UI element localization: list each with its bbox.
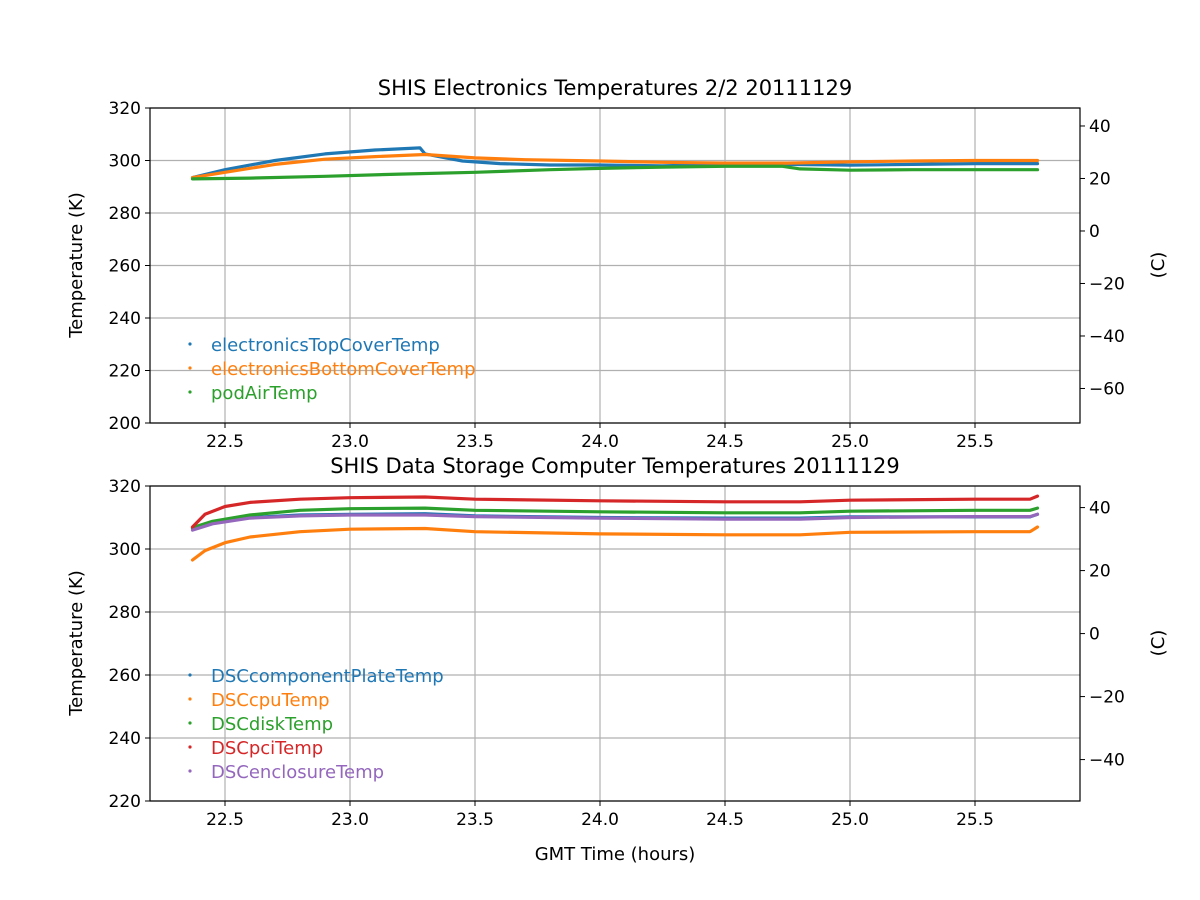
series-group [190,146,1040,181]
x-tick-label: 23.0 [331,810,369,830]
legend-marker [188,342,192,346]
legend-label: electronicsTopCoverTemp [211,335,440,356]
y-tick-label: 300 [109,540,141,560]
legend-label: DSCcpuTemp [211,690,330,711]
legend: DSCcomponentPlateTemp DSCcpuTemp DSCdiskTe… [188,666,444,783]
y-tick-label: 280 [109,603,141,623]
x-tick-label: 24.5 [706,432,744,452]
chart-dsc-temperatures: 22.5 23.0 23.5 24.0 24.5 25.0 25.5 220 240 260 280… [66,454,1169,865]
x-tick-label: 23.5 [456,810,494,830]
series-line-electronicsTopCoverTemp [190,146,1040,180]
axis-ticks: 22.5 23.0 23.5 24.0 24.5 25.0 25.5 220 240 260 280… [109,477,1125,830]
series-line-DSCdiskTemp [190,506,1040,530]
x-tick-label: 25.0 [831,810,869,830]
y-tick-label: 320 [109,477,141,497]
legend-marker [188,366,192,370]
y-axis-label: Temperature (K) [66,192,87,339]
legend-marker [188,390,192,394]
x-tick-label: 22.5 [206,810,244,830]
x-tick-label: 24.0 [581,432,619,452]
x-tick-label: 24.0 [581,810,619,830]
series-line-DSCcpuTemp [190,525,1040,562]
y-tick-label: 320 [109,99,141,119]
series-line-DSCpciTemp [190,494,1040,529]
x-tick-label: 25.5 [956,432,994,452]
right-tick-label: 40 [1089,499,1111,519]
legend-label: DSCpciTemp [211,738,323,759]
legend-marker [188,745,192,749]
right-tick-label: −60 [1089,379,1125,399]
right-tick-label: −20 [1089,274,1125,294]
right-axis-label: (C) [1148,252,1169,279]
legend-marker [188,769,192,773]
axis-ticks: 22.5 23.0 23.5 24.0 24.5 25.0 25.5200220240260… [109,99,1125,452]
x-tick-label: 25.0 [831,432,869,452]
legend-marker [188,673,192,677]
right-axis-label: (C) [1148,630,1169,657]
y-tick-label: 220 [109,362,141,382]
series-line-DSCenclosureTemp [190,512,1040,532]
right-tick-label: −40 [1089,751,1125,771]
y-tick-label: 200 [109,414,141,434]
x-tick-label: 24.5 [706,810,744,830]
legend-label: DSCenclosureTemp [211,762,384,783]
y-tick-label: 220 [109,792,141,812]
right-tick-label: 40 [1089,117,1111,137]
plot-frame [149,485,1081,802]
legend-marker [188,697,192,701]
chart-title: SHIS Data Storage Computer Temperatures … [330,454,900,478]
x-tick-label: 22.5 [206,432,244,452]
y-tick-label: 240 [109,309,141,329]
legend-marker [188,721,192,725]
y-tick-label: 260 [109,257,141,277]
x-tick-label: 23.0 [331,432,369,452]
series-group [190,494,1040,562]
legend-label: DSCcomponentPlateTemp [211,666,444,687]
x-tick-label: 23.5 [456,432,494,452]
legend: electronicsTopCoverTemp electronicsBottom… [188,335,476,404]
right-tick-label: −20 [1089,688,1125,708]
chart-electronics-temperatures: 22.5 23.0 23.5 24.0 24.5 25.0 25.5200220240260… [66,76,1169,452]
legend-label: podAirTemp [211,383,318,404]
y-axis-label: Temperature (K) [66,570,87,717]
right-tick-label: 0 [1089,625,1100,645]
series-line-podAirTemp [190,164,1040,181]
legend-label: DSCdiskTemp [211,714,333,735]
right-tick-label: 20 [1089,562,1111,582]
right-tick-label: −40 [1089,327,1125,347]
y-tick-label: 240 [109,729,141,749]
y-tick-label: 260 [109,666,141,686]
y-tick-label: 300 [109,152,141,172]
legend-label: electronicsBottomCoverTemp [211,359,476,380]
right-tick-label: 20 [1089,169,1111,189]
chart-title: SHIS Electronics Temperatures 2/2 201111… [378,76,852,100]
x-axis-label: GMT Time (hours) [535,844,696,865]
series-line-electronicsBottomCoverTemp [190,152,1040,180]
right-tick-label: 0 [1089,222,1100,242]
x-tick-label: 25.5 [956,810,994,830]
y-tick-label: 280 [109,204,141,224]
